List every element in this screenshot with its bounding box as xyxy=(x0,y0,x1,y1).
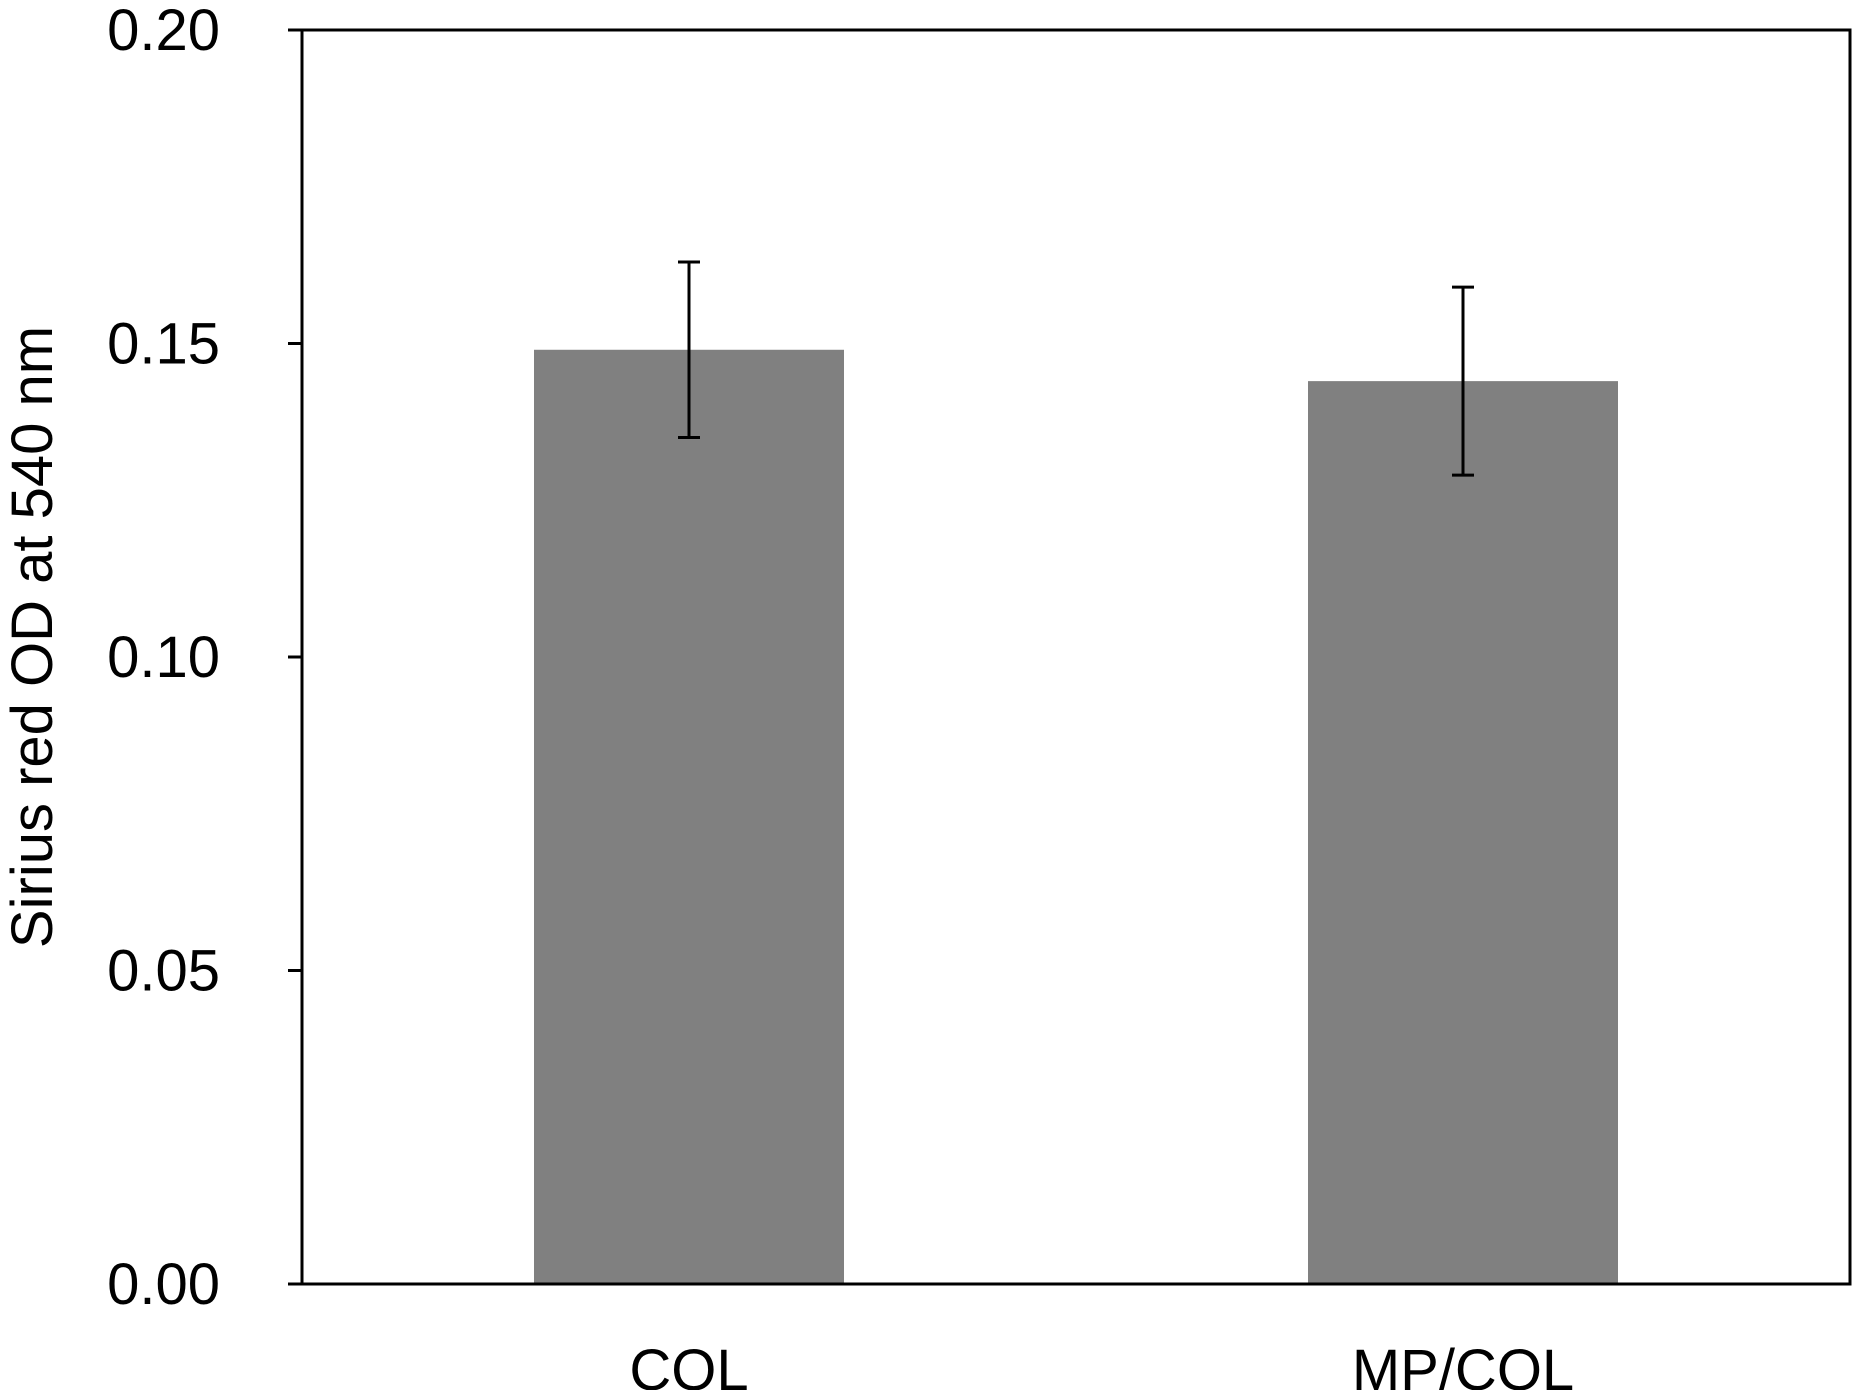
bar-mp-col xyxy=(1308,381,1618,1284)
error-bar xyxy=(1452,285,1474,477)
x-category-label: MP/COL xyxy=(1352,1338,1574,1390)
bar-col xyxy=(534,349,844,1284)
y-tick-label: 0.15 xyxy=(107,312,220,377)
error-bar xyxy=(678,260,700,440)
y-tick-label: 0.10 xyxy=(107,625,220,690)
y-axis: 0.00 0.05 0.10 0.15 0.20 xyxy=(107,0,302,1317)
y-tick-label: 0.20 xyxy=(107,0,220,63)
x-category-label: COL xyxy=(629,1338,748,1390)
y-tick-label: 0.05 xyxy=(107,939,220,1004)
y-axis-title: Sirius red OD at 540 nm xyxy=(0,326,65,948)
x-axis: COL MP/COL xyxy=(629,1338,1574,1390)
y-tick-label: 0.00 xyxy=(107,1252,220,1317)
error-bars-layer xyxy=(678,260,1474,477)
bars-layer xyxy=(534,349,1618,1284)
